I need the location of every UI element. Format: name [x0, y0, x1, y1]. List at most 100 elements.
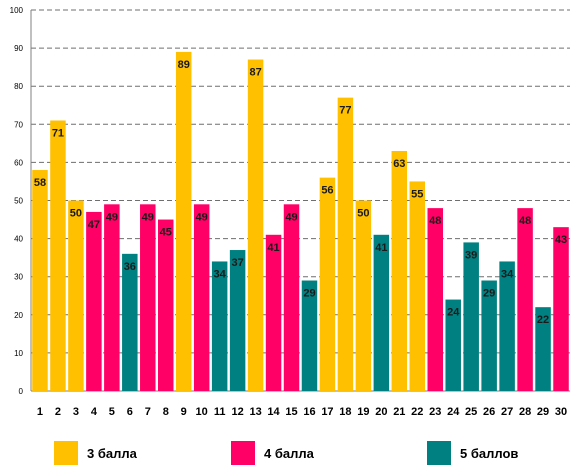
x-tick-label: 21 — [393, 406, 405, 418]
x-tick-label: 7 — [145, 406, 151, 418]
x-tick-label: 10 — [196, 406, 208, 418]
x-tick-label: 17 — [321, 406, 333, 418]
bar-value-label: 29 — [303, 288, 315, 300]
y-tick-label: 10 — [14, 349, 23, 358]
bar-value-label: 41 — [375, 242, 387, 254]
x-tick-label: 5 — [109, 406, 115, 418]
bar — [301, 280, 318, 391]
bar — [427, 208, 443, 391]
legend-label-5: 5 баллов — [460, 445, 519, 461]
y-tick-label: 80 — [14, 82, 23, 91]
bar — [481, 280, 497, 391]
bar-value-label: 36 — [124, 261, 136, 273]
bar — [175, 51, 192, 391]
bar-value-label: 49 — [142, 211, 154, 223]
x-tick-label: 14 — [267, 406, 280, 418]
bar — [319, 177, 336, 391]
bar-value-label: 39 — [465, 249, 477, 261]
bar-value-label: 37 — [231, 257, 243, 269]
bar — [265, 234, 282, 391]
x-tick-label: 16 — [303, 406, 315, 418]
bar-value-label: 63 — [393, 158, 405, 170]
bar — [86, 211, 102, 391]
x-tick-label: 2 — [55, 406, 61, 418]
bar-value-label: 55 — [411, 188, 423, 200]
x-tick-label: 28 — [519, 406, 531, 418]
y-tick-label: 20 — [14, 311, 23, 320]
bar-value-label: 45 — [160, 227, 172, 239]
bar — [499, 261, 515, 391]
bar — [211, 261, 228, 391]
x-tick-label: 27 — [501, 406, 513, 418]
bar-value-label: 47 — [88, 219, 100, 231]
x-tick-label: 29 — [537, 406, 549, 418]
y-tick-label: 60 — [14, 158, 23, 167]
x-tick-label: 11 — [214, 406, 226, 418]
x-tick-label: 15 — [285, 406, 297, 418]
bar-value-label: 48 — [429, 215, 441, 227]
x-tick-label: 1 — [37, 406, 43, 418]
x-tick-label: 13 — [249, 406, 261, 418]
x-tick-label: 30 — [555, 406, 567, 418]
bar — [122, 253, 138, 391]
y-tick-label: 0 — [19, 387, 24, 396]
bar-value-label: 48 — [519, 215, 531, 227]
bar-value-label: 77 — [339, 105, 351, 117]
bar — [283, 204, 300, 391]
legend-label-3: 3 балла — [87, 445, 137, 461]
x-tick-label: 18 — [339, 406, 351, 418]
bar — [68, 200, 84, 391]
legend-swatch-4 — [231, 441, 255, 465]
y-tick-label: 100 — [10, 6, 24, 15]
bar — [247, 59, 264, 391]
bar-value-label: 49 — [285, 211, 297, 223]
x-tick-label: 23 — [429, 406, 441, 418]
bar-value-label: 71 — [52, 127, 64, 139]
bar — [373, 234, 390, 391]
bar — [337, 97, 354, 391]
legend-item-4: 4 балла — [231, 440, 314, 466]
bar-value-label: 58 — [34, 177, 46, 189]
bar-chart: 0102030405060708090100581712503474495366… — [10, 6, 570, 418]
bar — [535, 307, 551, 391]
x-tick-label: 20 — [375, 406, 387, 418]
x-tick-label: 8 — [163, 406, 169, 418]
bar — [50, 120, 66, 392]
x-tick-label: 22 — [411, 406, 423, 418]
bar — [158, 219, 174, 391]
bar-value-label: 34 — [501, 268, 514, 280]
bar — [355, 200, 372, 391]
bar — [445, 299, 461, 391]
bar-value-label: 22 — [537, 314, 549, 326]
x-tick-label: 4 — [91, 406, 98, 418]
bar — [32, 170, 48, 391]
bar — [140, 204, 156, 391]
bar-value-label: 56 — [321, 185, 333, 197]
bar-value-label: 87 — [249, 67, 261, 79]
bar-value-label: 41 — [267, 242, 279, 254]
bar — [463, 242, 479, 391]
legend-item-5: 5 баллов — [427, 440, 518, 466]
bar-value-label: 43 — [555, 234, 567, 246]
bar — [409, 181, 426, 391]
bar-value-label: 50 — [357, 208, 369, 220]
bar — [391, 150, 408, 391]
bar-value-label: 49 — [106, 211, 118, 223]
legend-swatch-5 — [427, 441, 451, 465]
y-tick-label: 50 — [14, 197, 23, 206]
x-tick-label: 26 — [483, 406, 495, 418]
bar-value-label: 89 — [178, 59, 190, 71]
legend-swatch-3 — [54, 441, 78, 465]
bar-value-label: 34 — [214, 268, 227, 280]
y-tick-label: 70 — [14, 120, 23, 129]
y-tick-label: 40 — [14, 235, 23, 244]
x-tick-label: 6 — [127, 406, 133, 418]
bar-value-label: 24 — [447, 307, 460, 319]
bar — [193, 204, 210, 391]
bar — [553, 227, 569, 391]
x-tick-label: 25 — [465, 406, 477, 418]
bar — [104, 204, 120, 391]
x-tick-label: 3 — [73, 406, 79, 418]
y-tick-label: 30 — [14, 273, 23, 282]
x-tick-label: 24 — [447, 406, 460, 418]
